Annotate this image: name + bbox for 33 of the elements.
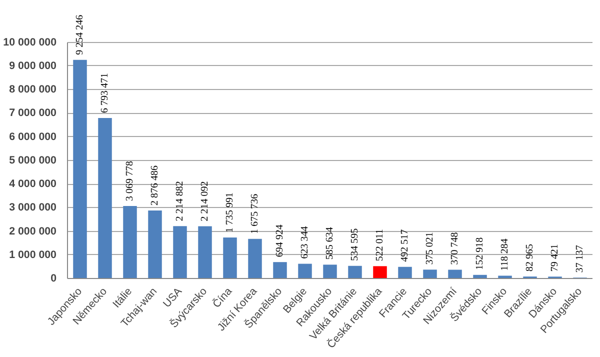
y-tick-label: 5 000 000 bbox=[9, 154, 57, 166]
data-label: 9 254 246 bbox=[74, 14, 86, 55]
data-label: 3 069 778 bbox=[124, 160, 136, 201]
data-label: 2 214 882 bbox=[174, 181, 186, 222]
data-label: 585 634 bbox=[324, 227, 336, 260]
data-label: 370 748 bbox=[450, 232, 460, 265]
data-label: 6 793 471 bbox=[100, 73, 110, 114]
data-label: 118 284 bbox=[500, 238, 510, 271]
data-label: 375 021 bbox=[424, 232, 436, 265]
y-tick-label: 3 000 000 bbox=[9, 202, 57, 214]
data-label: 522 011 bbox=[374, 229, 386, 262]
y-tick-label: 0 bbox=[50, 272, 57, 284]
y-tick-label: 2 000 000 bbox=[9, 225, 57, 238]
x-tick-label: Čína bbox=[210, 284, 235, 310]
data-label: 534 595 bbox=[350, 228, 360, 261]
data-label: 152 918 bbox=[474, 237, 486, 270]
data-label: 623 344 bbox=[300, 226, 310, 259]
y-tick-label: 10 000 000 bbox=[3, 36, 57, 48]
y-tick-label: 6 000 000 bbox=[9, 130, 57, 143]
data-label: 1 735 991 bbox=[224, 192, 236, 232]
data-label: 1 675 736 bbox=[250, 194, 260, 234]
y-tick-label: 1 000 000 bbox=[9, 248, 57, 261]
data-label: 694 924 bbox=[274, 224, 286, 258]
y-tick-label: 7 000 000 bbox=[9, 107, 57, 120]
data-label: 2 214 092 bbox=[200, 181, 210, 222]
y-tick-label: 9 000 000 bbox=[9, 60, 57, 72]
y-tick-label: 4 000 000 bbox=[9, 178, 57, 190]
data-label: 37 137 bbox=[574, 245, 586, 273]
data-label: 492 517 bbox=[400, 229, 410, 262]
y-tick-label: 8 000 000 bbox=[9, 84, 57, 96]
data-label: 82 965 bbox=[524, 244, 536, 272]
data-label: 2 876 486 bbox=[150, 166, 160, 206]
data-label: 79 421 bbox=[550, 244, 560, 272]
